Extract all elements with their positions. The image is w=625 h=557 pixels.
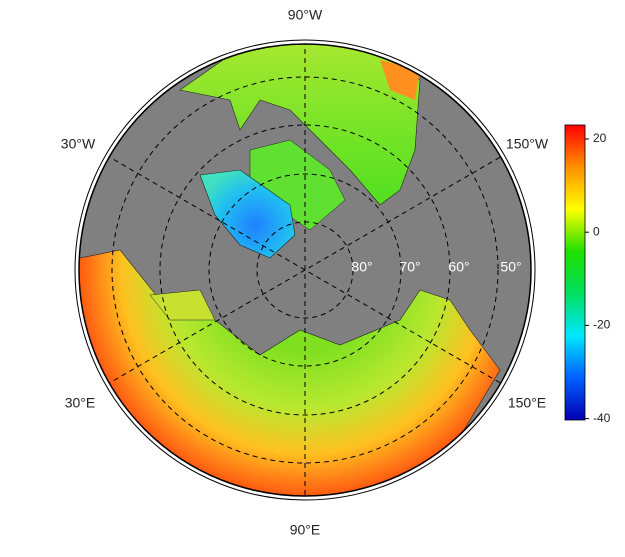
meridians [105,44,505,496]
map-disk [79,44,531,496]
lon-label: 90°W [288,7,323,23]
lon-label: 30°W [61,136,96,152]
north-america [179,44,421,206]
lat-label: 70° [399,259,420,275]
colorbar-tick-label: 20 [593,131,607,145]
latitude-circle [159,124,451,416]
scandinavia [149,289,216,321]
lat-label: 60° [448,259,469,275]
lon-label: 150°E [508,395,546,411]
lat-label: 80° [351,259,372,275]
lon-label: 90°E [290,522,321,538]
latitude-circle [208,173,402,367]
lat-label: 50° [500,259,521,275]
colorbar-tick-label: -20 [593,318,611,332]
colorbar-tick-label: 0 [593,224,600,238]
lon-label: 150°W [506,136,549,152]
map-border-outer [74,39,536,501]
colorbar [564,124,586,421]
map-border [78,43,532,497]
colorbar-tick-label: -40 [593,411,611,425]
lon-label: 30°E [65,395,96,411]
